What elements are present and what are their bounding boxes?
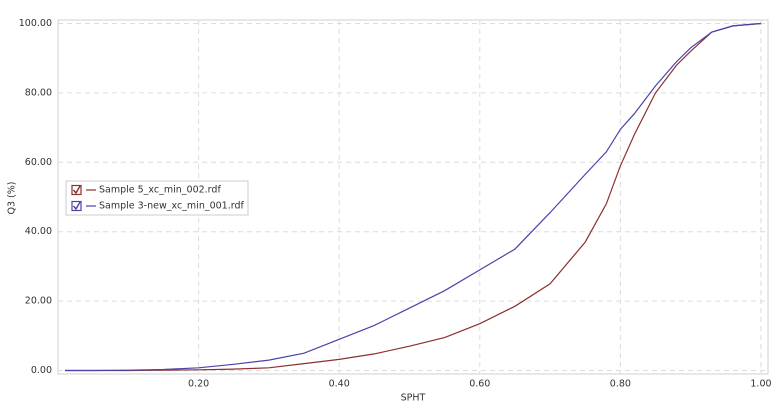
x-tick-label: 0.20 [188, 379, 209, 390]
legend-box [65, 180, 249, 216]
x-axis-label: SPHT [401, 393, 426, 404]
x-tick-label: 0.60 [469, 379, 490, 390]
series-line [65, 22, 762, 372]
y-axis-label: Q3 (%) [7, 182, 18, 215]
series-line [65, 22, 762, 372]
legend-check [72, 201, 81, 211]
legend-label[interactable]: Sample 3-new_xc_min_001.rdf [99, 201, 245, 212]
x-tick-label: 1.00 [750, 379, 771, 390]
y-tick-label: 40.00 [25, 226, 52, 237]
y-tick-label: 20.00 [25, 296, 52, 307]
x-tick-label: 0.80 [610, 379, 631, 390]
legend-check [72, 185, 81, 195]
x-tick-label: 0.40 [329, 379, 350, 390]
legend-checkbox[interactable] [71, 184, 82, 196]
legend-label[interactable]: Sample 5_xc_min_002.rdf [99, 185, 221, 196]
y-tick-label: 80.00 [25, 87, 52, 98]
y-tick-label: 60.00 [25, 157, 52, 168]
plot-frame [57, 19, 769, 375]
y-tick-label: 0.00 [31, 365, 52, 376]
legend-checkbox[interactable] [71, 200, 82, 212]
y-tick-label: 100.00 [19, 18, 52, 29]
